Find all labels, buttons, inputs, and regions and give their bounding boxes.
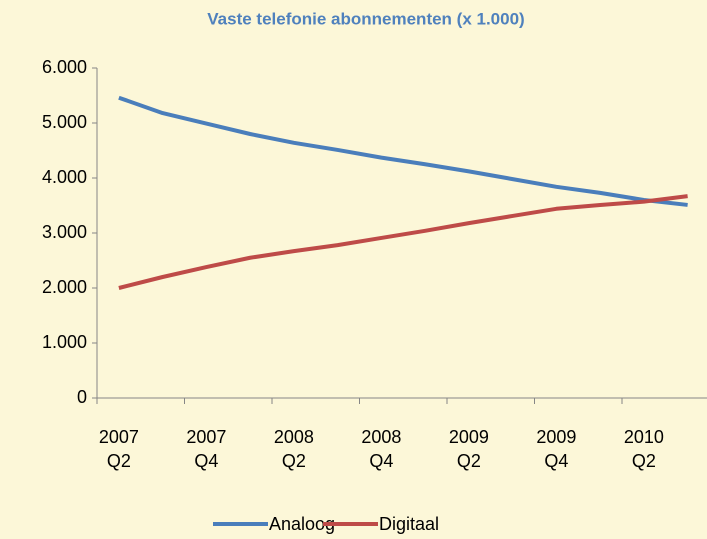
y-tick-label: 6.000: [42, 57, 87, 77]
line-series: [118, 95, 688, 207]
x-tick-label: 2009 Q2: [448, 427, 489, 471]
x-tick-label: 2008 Q2: [273, 427, 314, 471]
x-tick-label: 2007 Q4: [186, 427, 227, 471]
x-tick-label: 2009 Q4: [536, 427, 577, 471]
y-tick-label: 3.000: [42, 222, 87, 242]
legend-label: Analoog: [269, 514, 335, 534]
chart-title: Vaste telefonie abonnementen (x 1.000): [207, 9, 524, 28]
legend-label: Digitaal: [379, 514, 439, 534]
y-tick-label: 2.000: [42, 277, 87, 297]
y-tick-label: 1.000: [42, 332, 87, 352]
y-tick-label: 4.000: [42, 167, 87, 187]
y-tick-label: 5.000: [42, 112, 87, 132]
x-tick-label: 2010 Q2: [623, 427, 664, 471]
x-tick-label: 2008 Q4: [361, 427, 402, 471]
line-series: [118, 194, 688, 290]
y-tick-label: 0: [77, 387, 87, 407]
x-tick-label: 2007 Q2: [98, 427, 139, 471]
